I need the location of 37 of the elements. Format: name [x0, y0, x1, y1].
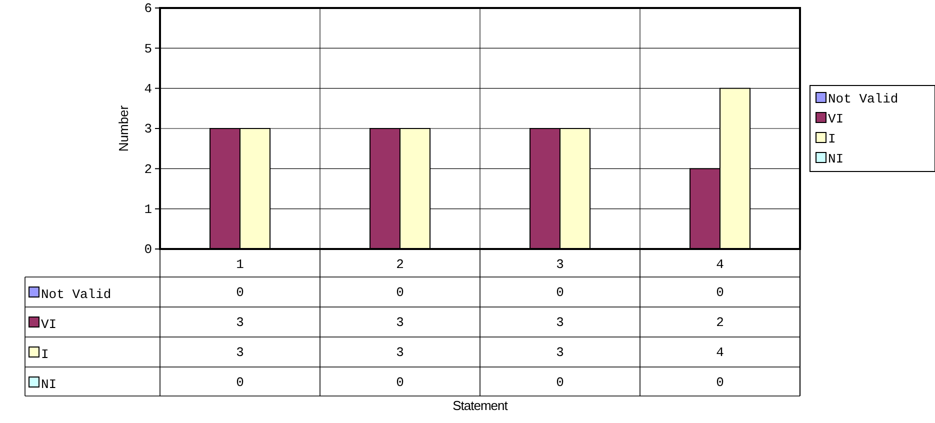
y-tick-label: 2	[144, 162, 152, 177]
y-tick-label: 4	[144, 81, 152, 96]
y-axis-title: Number	[116, 104, 131, 152]
data-label: 0	[556, 285, 564, 300]
y-tick-label: 6	[144, 1, 152, 16]
legend-label: VI	[828, 112, 844, 126]
legend-label: NI	[828, 152, 844, 166]
data-label: 3	[396, 345, 404, 360]
x-tick-label: 4	[716, 257, 724, 272]
data-label: 3	[556, 345, 564, 360]
x-tick-label: 2	[396, 257, 404, 272]
data-label: 0	[716, 285, 724, 300]
table-row-key: I	[28, 346, 49, 362]
data-label: 0	[396, 375, 404, 390]
y-tick-label: 5	[144, 41, 152, 56]
data-label: 4	[716, 345, 724, 360]
data-label: 3	[396, 315, 404, 330]
data-label: 0	[396, 285, 404, 300]
x-tick-label: 3	[556, 257, 564, 272]
legend-label: I	[828, 132, 836, 146]
data-label: 3	[236, 315, 244, 330]
y-tick-label: 1	[144, 202, 152, 217]
legend-label: Not Valid	[828, 92, 898, 106]
data-label: 0	[556, 375, 564, 390]
data-label: 0	[716, 375, 724, 390]
table-row-key: Not Valid	[28, 286, 112, 302]
data-label: 0	[236, 285, 244, 300]
y-tick-label: 0	[144, 242, 152, 258]
table-row-key: VI	[28, 316, 57, 332]
text: Statement	[452, 398, 508, 413]
y-tick-label: 3	[144, 122, 152, 137]
data-label: 0	[236, 375, 244, 390]
data-label: 3	[556, 315, 564, 330]
x-tick-label: 1	[236, 257, 244, 272]
table-row-key: NI	[28, 376, 57, 392]
data-label: 2	[716, 315, 724, 330]
data-label: 3	[236, 345, 244, 360]
